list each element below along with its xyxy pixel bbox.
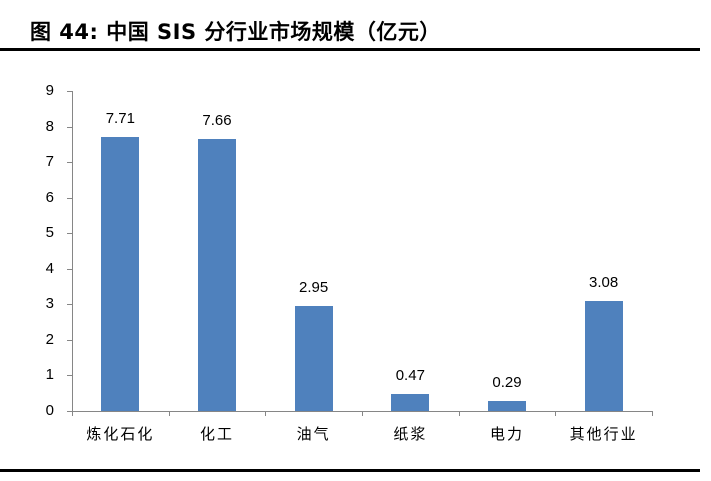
y-tick — [67, 91, 72, 92]
y-tick — [67, 411, 72, 412]
x-category-label: 炼化石化 — [86, 425, 155, 443]
bar-5 — [488, 400, 526, 411]
y-tick-label: 2 — [45, 330, 54, 348]
bar-2 — [198, 138, 236, 411]
x-tick — [555, 411, 557, 416]
x-tick — [652, 411, 653, 416]
y-tick — [67, 162, 72, 164]
x-category-label: 油气 — [296, 425, 331, 443]
y-tick — [67, 268, 72, 270]
x-tick — [265, 411, 267, 416]
data-label: 0.29 — [492, 373, 522, 391]
y-tick — [67, 375, 72, 377]
y-tick — [67, 339, 72, 341]
y-tick — [67, 304, 72, 306]
bottom-rule — [0, 469, 700, 472]
x-category-label: 纸浆 — [393, 425, 428, 443]
y-tick — [67, 197, 72, 199]
y-tick — [67, 126, 72, 128]
data-label: 7.71 — [105, 109, 135, 127]
bar-6 — [584, 301, 623, 411]
x-category-label: 电力 — [489, 425, 524, 443]
y-tick-label: 9 — [45, 82, 54, 99]
x-tick — [458, 411, 460, 416]
data-label: 0.47 — [395, 367, 425, 385]
x-tick — [362, 411, 363, 416]
y-tick-label: 3 — [45, 295, 54, 313]
x-tick — [72, 411, 73, 416]
figure-title: 图 44: 中国 SIS 分行业市场规模（亿元） — [30, 20, 441, 44]
data-label: 3.08 — [589, 274, 619, 292]
data-label: 7.66 — [202, 111, 232, 129]
x-category-label: 化工 — [199, 425, 234, 443]
bar-4 — [391, 394, 430, 411]
y-tick-label: 8 — [45, 117, 54, 135]
y-tick-label: 4 — [45, 259, 54, 277]
y-tick-label: 1 — [45, 366, 54, 384]
x-category-label: 其他行业 — [569, 425, 638, 443]
bar-3 — [294, 306, 333, 411]
data-label: 2.95 — [299, 279, 329, 297]
bar-1 — [101, 136, 140, 411]
x-tick — [168, 411, 170, 416]
top-rule — [0, 48, 700, 51]
y-tick-label: 7 — [45, 153, 54, 171]
y-axis — [72, 91, 73, 411]
y-tick-label: 0 — [45, 402, 54, 419]
y-tick-label: 6 — [45, 188, 54, 206]
y-tick-label: 5 — [45, 224, 54, 242]
y-tick — [67, 233, 72, 235]
